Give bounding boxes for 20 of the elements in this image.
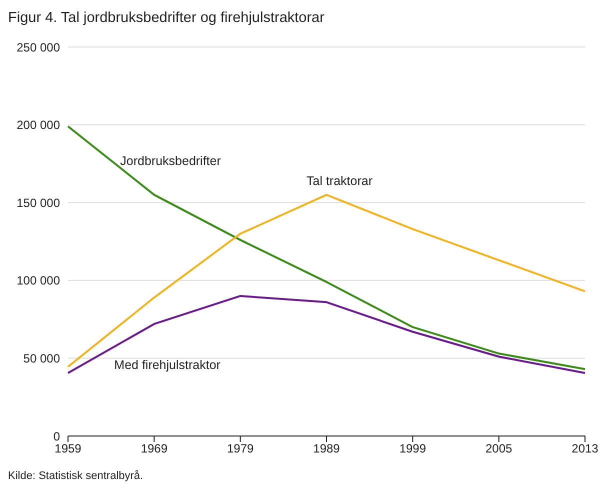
x-tick-label: 1959 [54,442,82,456]
chart-title: Figur 4. Tal jordbruksbedrifter og firehjulstraktorar [8,10,324,26]
y-tick-label: 100 000 [16,274,60,288]
x-tick-label: 1969 [140,442,168,456]
y-tick-label: 150 000 [16,196,60,210]
x-tick-label: 1989 [313,442,340,456]
y-tick-label: 250 000 [16,40,60,54]
y-tick-label: 200 000 [16,118,60,132]
series-label: Jordbruksbedrifter [120,154,221,168]
x-tick-label: 2013 [572,442,599,456]
series-label: Med firehjulstraktor [114,358,220,372]
line-series [67,294,586,374]
x-tick-label: 1979 [226,442,254,456]
line-series [67,125,586,370]
x-tick-label: 1999 [399,442,426,456]
y-tick-label: 50 000 [23,351,60,366]
text: Kilde: Statistisk sentralbyrå. [8,470,144,482]
y-tick-label: 0 [53,429,60,444]
x-tick-label: 2005 [485,442,513,456]
series-label: Tal traktorar [306,174,372,188]
